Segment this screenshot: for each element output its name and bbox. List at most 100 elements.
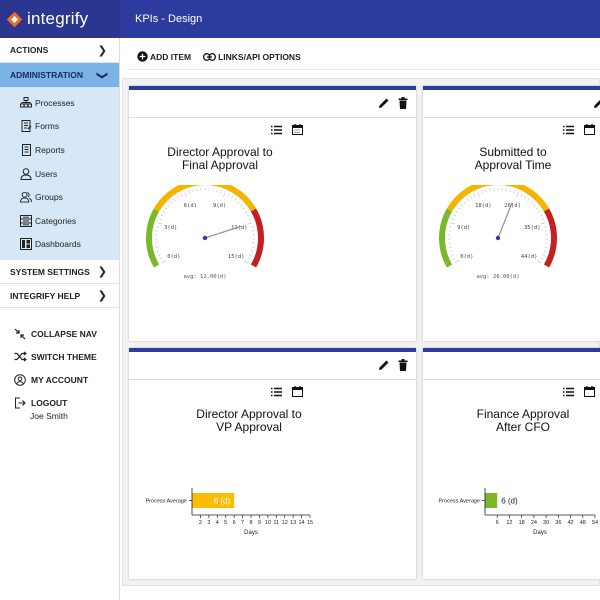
gauge-tick-mark: [159, 257, 163, 260]
gauge-tick-mark: [247, 257, 251, 260]
gauge-tick-mark: [162, 210, 166, 213]
gauge-band-red: [250, 208, 264, 268]
sidebar-item-actions[interactable]: ACTIONS ❯: [0, 38, 119, 63]
gauge-tick-mark: [485, 189, 487, 193]
card-actions: [593, 96, 600, 114]
gauge-tick-mark: [177, 196, 179, 199]
collapse-icon: [13, 328, 27, 340]
gauge-tick-mark: [161, 260, 167, 264]
gauge-tick-mark: [156, 250, 160, 252]
logo-mark-icon: [6, 11, 23, 28]
x-tick-label: 36: [555, 520, 561, 526]
gauge-tick-mark: [249, 254, 252, 256]
sidebar-item-label: ADMINISTRATION: [10, 70, 84, 80]
links-api-options-button[interactable]: LINKS/API OPTIONS: [203, 52, 301, 62]
gauge-tick-mark: [188, 190, 190, 194]
calendar-icon[interactable]: [292, 384, 303, 402]
gauge-tick-label: 18(d): [475, 203, 492, 209]
sidebar-item-forms[interactable]: Forms: [0, 115, 119, 139]
gauge-tick-label: 44(d): [521, 254, 538, 260]
sidebar-item-label: Users: [35, 168, 58, 179]
my-account-button[interactable]: MY ACCOUNT: [0, 368, 119, 391]
x-tick-label: 12: [506, 520, 512, 526]
delete-trash-icon[interactable]: [398, 96, 408, 114]
switch-theme-button[interactable]: SWITCH THEME: [0, 345, 119, 368]
gauge-tick-mark: [477, 192, 480, 198]
sidebar-item-integrify-help[interactable]: INTEGRIFY HELP ❯: [0, 284, 119, 309]
card-title-line1: Finance Approval: [476, 407, 570, 421]
gauge-tick-mark: [524, 196, 526, 199]
gauge-tick-mark: [535, 207, 539, 210]
gauge-needle-hub: [202, 235, 208, 241]
sidebar-item-categories[interactable]: Categories: [0, 209, 119, 233]
sidebar-item-label: Processes: [35, 97, 75, 108]
sidebar-item-system-settings[interactable]: SYSTEM SETTINGS ❯: [0, 260, 119, 285]
gauge-tick-label: 0(d): [460, 254, 473, 260]
list-view-icon[interactable]: [271, 384, 282, 402]
x-tick-label: 5: [224, 520, 227, 526]
edit-pencil-icon[interactable]: [593, 96, 600, 114]
delete-trash-icon[interactable]: [398, 358, 408, 376]
categories-icon: [20, 214, 32, 227]
sidebar-item-dashboards[interactable]: Dashboards: [0, 233, 119, 257]
chevron-right-icon: ❯: [97, 266, 107, 279]
collapse-nav-button[interactable]: COLLAPSE NAV: [0, 322, 119, 345]
gauge-band-yellow: [153, 185, 257, 212]
gauge-tick-mark: [450, 222, 456, 225]
integrify-logo[interactable]: integrify: [0, 0, 120, 38]
gauge-tick-mark: [539, 214, 543, 217]
logout-button[interactable]: LOGOUT: [0, 391, 119, 414]
gauge-tick-mark: [473, 194, 476, 197]
card-title-line2: Approval Time: [474, 158, 552, 172]
sidebar-item-groups[interactable]: Groups: [0, 185, 119, 209]
edit-pencil-icon[interactable]: [378, 96, 390, 114]
card-sub-icons: [563, 122, 595, 140]
gauge-average-label: avg: 26.00(d): [476, 274, 519, 280]
collapse-nav-label: COLLAPSE NAV: [31, 328, 97, 339]
gauge-tick-mark: [455, 210, 459, 213]
sidebar-item-processes[interactable]: Processes: [0, 91, 119, 115]
gauge-tick-mark: [520, 194, 523, 197]
gauge-chart: 0(d) 9(d) 18(d) 26(d) 35(d) 44(d) avg: 26.00(d…: [439, 185, 557, 280]
gauge-needle: [204, 225, 242, 239]
card-title-line2: Final Approval: [181, 158, 259, 172]
list-view-icon[interactable]: [563, 384, 574, 402]
list-view-icon[interactable]: [271, 122, 282, 140]
gauge-tick-mark: [246, 214, 250, 217]
bar: [192, 493, 235, 508]
gauge-tick-mark: [454, 260, 460, 264]
gauge-tick-label: 9(d): [457, 225, 470, 231]
gauge-tick-label: 3(d): [164, 225, 177, 231]
add-item-button[interactable]: ADD ITEM: [137, 51, 191, 62]
gauge-tick-mark: [158, 254, 161, 256]
bar-chart: Process Average 6 (d) 6 12 18 24 30 36 42 48 54 Day…: [439, 488, 598, 536]
gauge-tick-mark: [247, 222, 253, 225]
add-item-label: ADD ITEM: [150, 51, 192, 62]
calendar-icon[interactable]: [584, 122, 595, 140]
list-view-icon[interactable]: [563, 122, 574, 140]
chevron-right-icon: ❯: [97, 44, 107, 57]
gauge-tick-mark: [449, 226, 452, 228]
gauge-tick-mark: [237, 201, 240, 204]
calendar-icon[interactable]: [584, 384, 595, 402]
gauge-tick-label: 26(d): [504, 203, 521, 209]
gauge-tick-mark: [242, 207, 246, 210]
card-title: Director Approval to VP Approval: [129, 408, 369, 434]
processes-icon: [20, 97, 32, 109]
utility-menu: COLLAPSE NAV SWITCH THEME MY ACCOUNT LOG…: [0, 322, 119, 421]
edit-pencil-icon[interactable]: [378, 358, 390, 376]
calendar-icon[interactable]: [292, 122, 303, 140]
x-tick-label: 6: [496, 520, 499, 526]
kpi-card: Finance Approval After CFO Process Avera…: [423, 348, 600, 579]
sidebar-item-users[interactable]: Users: [0, 162, 119, 186]
gauge-tick-label: 12(d): [231, 225, 248, 231]
gauge-tick-label: 35(d): [524, 225, 541, 231]
sidebar-item-reports[interactable]: Reports: [0, 138, 119, 162]
gauge-tick-mark: [543, 250, 547, 252]
card-sub-icons: [271, 384, 303, 402]
card-header: [129, 352, 416, 380]
sidebar-item-administration[interactable]: ADMINISTRATION ❯: [0, 63, 119, 87]
gauge-tick-mark: [481, 190, 483, 194]
sidebar-item-label: ACTIONS: [10, 45, 49, 55]
links-api-label: LINKS/API OPTIONS: [218, 51, 301, 62]
